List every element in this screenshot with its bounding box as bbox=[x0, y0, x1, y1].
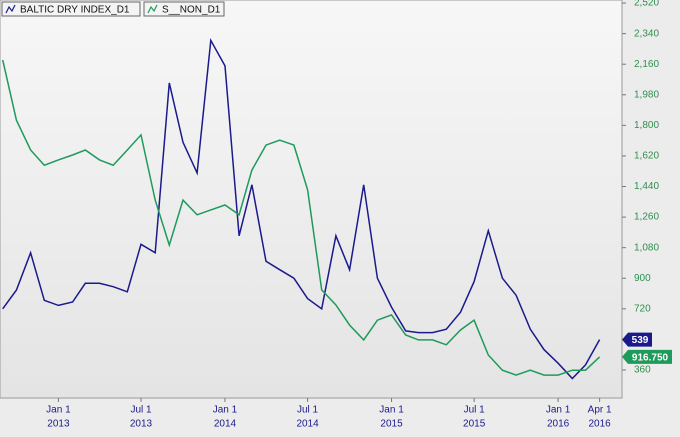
x-tick-label: Apr 1 bbox=[588, 405, 612, 416]
value-label: 539 bbox=[632, 335, 649, 346]
x-tick-label: Jan 1 bbox=[546, 405, 571, 416]
x-tick-label: Jan 1 bbox=[46, 405, 71, 416]
y-tick-label: 2,520 bbox=[634, 0, 659, 9]
x-tick-label: Jul 1 bbox=[464, 405, 486, 416]
plot-area bbox=[0, 0, 623, 399]
legend-box bbox=[1, 1, 141, 17]
x-tick-label: 2013 bbox=[47, 419, 70, 430]
x-tick-label: Jan 1 bbox=[379, 405, 404, 416]
legend: BALTIC DRY INDEX_D1 S__NON_D1 bbox=[1, 1, 225, 17]
x-tick-label: Jan 1 bbox=[213, 405, 238, 416]
x-tick-label: 2013 bbox=[130, 419, 153, 430]
y-tick-label: 360 bbox=[634, 365, 651, 376]
value-tag bbox=[622, 349, 672, 364]
y-tick-label: 1,620 bbox=[634, 151, 659, 162]
x-tick-label: 2016 bbox=[589, 419, 612, 430]
y-tick-label: 720 bbox=[634, 303, 651, 314]
y-tick-label: 2,160 bbox=[634, 59, 659, 70]
x-tick-label: Jul 1 bbox=[297, 405, 319, 416]
value-label: 916.750 bbox=[632, 353, 669, 364]
series-line bbox=[2, 37, 601, 380]
x-tick-label: 2015 bbox=[463, 419, 486, 430]
y-tick-label: 1,980 bbox=[634, 89, 659, 100]
legend-label: S__NON_D1 bbox=[162, 5, 221, 16]
value-tag bbox=[622, 332, 652, 347]
y-tick-label: 2,340 bbox=[634, 28, 659, 39]
legend-label: BALTIC DRY INDEX_D1 bbox=[20, 5, 130, 16]
legend-icon bbox=[5, 4, 16, 14]
y-tick-label: 900 bbox=[634, 273, 651, 284]
legend-box bbox=[143, 1, 225, 17]
y-tick-label: 1,800 bbox=[634, 120, 659, 131]
x-tick-label: Jul 1 bbox=[130, 405, 152, 416]
y-tick-label: 1,440 bbox=[634, 181, 659, 192]
x-tick-label: 2015 bbox=[380, 419, 403, 430]
x-tick-label: 2014 bbox=[296, 419, 319, 430]
x-tick-label: 2016 bbox=[547, 419, 570, 430]
y-tick-label: 1,080 bbox=[634, 242, 659, 253]
legend-icon bbox=[147, 4, 158, 14]
y-tick-label: 1,260 bbox=[634, 212, 659, 223]
x-tick-label: 2014 bbox=[214, 419, 237, 430]
series-line bbox=[1, 59, 601, 376]
